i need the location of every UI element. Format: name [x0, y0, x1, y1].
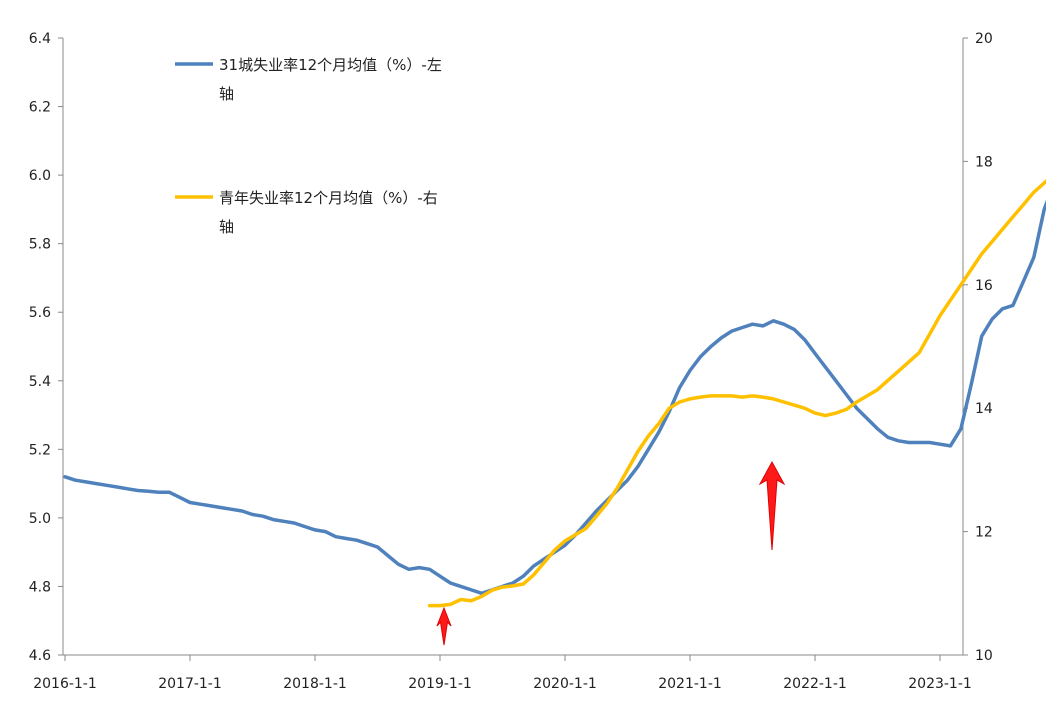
x-tick-label: 2022-1-1	[783, 676, 847, 692]
y-left-tick-label: 5.2	[29, 442, 51, 458]
y-right-tick-label: 16	[975, 278, 993, 294]
x-tick-label: 2016-1-1	[33, 676, 97, 692]
y-left-tick-label: 5.6	[29, 305, 51, 321]
series-line-1	[63, 199, 1046, 596]
y-right-tick-label: 18	[975, 154, 993, 170]
arrow-2021-icon	[758, 460, 786, 551]
y-right-tick-label: 12	[975, 525, 993, 541]
y-left-tick-label: 6.0	[29, 168, 51, 184]
y-left-tick-label: 5.8	[29, 237, 51, 253]
legend-label-2: 青年失业率12个月均值（%）-右	[219, 189, 438, 207]
x-tick-label: 2020-1-1	[533, 676, 597, 692]
x-tick-label: 2018-1-1	[283, 676, 347, 692]
legend-label-2-cont: 轴	[219, 218, 234, 236]
legend-label-1-cont: 轴	[219, 85, 234, 103]
arrow-2019-icon	[436, 606, 452, 646]
x-tick-label: 2019-1-1	[408, 676, 472, 692]
x-tick-label: 2021-1-1	[658, 676, 722, 692]
y-left-tick-label: 4.8	[29, 579, 51, 595]
y-right-tick-label: 20	[975, 31, 993, 47]
y-left-tick-label: 5.4	[29, 374, 51, 390]
legend-label-1: 31城失业率12个月均值（%）-左	[219, 56, 442, 74]
x-tick-label: 2023-1-1	[908, 676, 972, 692]
y-right-tick-label: 10	[975, 648, 993, 664]
x-tick-label: 2017-1-1	[158, 676, 222, 692]
y-right-tick-label: 14	[975, 401, 993, 417]
y-left-tick-label: 4.6	[29, 648, 51, 664]
y-left-tick-label: 5.0	[29, 511, 51, 527]
y-left-tick-label: 6.4	[29, 31, 51, 47]
series-line-2	[427, 179, 1046, 608]
y-left-tick-label: 6.2	[29, 100, 51, 116]
